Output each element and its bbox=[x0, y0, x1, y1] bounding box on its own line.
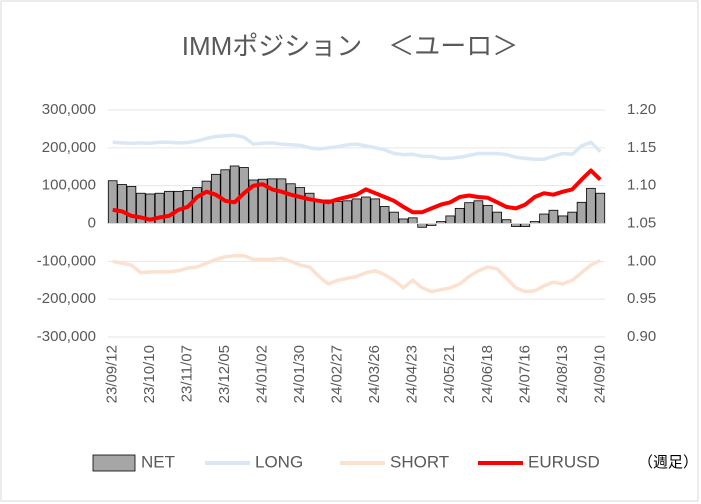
x-tick-label: 24/03/26 bbox=[366, 345, 383, 403]
x-tick-label: 24/05/21 bbox=[441, 345, 458, 403]
bar bbox=[501, 219, 512, 224]
y2-tick-label: 1.20 bbox=[627, 101, 656, 118]
x-tick-label: 23/10/10 bbox=[141, 345, 158, 403]
y-tick-label: -200,000 bbox=[37, 290, 96, 307]
x-tick-label: 24/01/02 bbox=[254, 345, 271, 403]
y-tick-label: 300,000 bbox=[42, 101, 96, 118]
x-tick-label: 24/01/30 bbox=[291, 345, 308, 403]
bar bbox=[229, 165, 240, 224]
bar bbox=[107, 180, 118, 224]
legend-swatch bbox=[92, 454, 136, 472]
bar bbox=[454, 207, 465, 224]
x-tick-label: 23/11/07 bbox=[179, 345, 196, 402]
bar bbox=[314, 200, 324, 224]
chart-title: IMMポジション ＜ユーロ＞ bbox=[182, 31, 519, 61]
y2-tick-label: 1.00 bbox=[627, 252, 656, 269]
bar bbox=[286, 183, 296, 224]
bar bbox=[576, 201, 587, 224]
bar bbox=[445, 215, 456, 224]
bar bbox=[370, 198, 381, 224]
x-tick-label: 24/08/13 bbox=[554, 345, 571, 403]
bar bbox=[407, 217, 418, 224]
bar bbox=[482, 204, 493, 224]
legend-label: LONG bbox=[255, 452, 303, 471]
y-tick-label: 0 bbox=[88, 214, 96, 231]
bar bbox=[492, 211, 502, 224]
bar bbox=[379, 206, 390, 224]
bar bbox=[117, 184, 127, 224]
y-tick-label: 200,000 bbox=[42, 139, 96, 156]
y2-tick-label: 1.10 bbox=[627, 177, 656, 194]
legend-label: NET bbox=[141, 452, 175, 471]
bar bbox=[595, 192, 606, 224]
legend-label: SHORT bbox=[390, 452, 449, 471]
x-tick-label: 23/12/05 bbox=[216, 345, 233, 403]
bar bbox=[342, 200, 352, 224]
bar bbox=[567, 211, 577, 224]
bar bbox=[351, 198, 362, 224]
y2-tick-label: 1.05 bbox=[627, 214, 656, 231]
y2-tick-label: 0.90 bbox=[627, 328, 656, 345]
y2-tick-label: 0.95 bbox=[627, 290, 656, 307]
line-eurusd bbox=[112, 168, 602, 222]
x-tick-label: 23/09/12 bbox=[104, 345, 121, 403]
x-tick-label: 24/09/10 bbox=[591, 345, 608, 403]
bar bbox=[164, 190, 174, 224]
x-tick-label: 24/02/27 bbox=[329, 345, 346, 403]
bar bbox=[557, 215, 568, 224]
bar bbox=[332, 201, 343, 224]
bar bbox=[295, 187, 306, 224]
line-short bbox=[112, 253, 602, 294]
bar bbox=[398, 218, 409, 224]
legend-label: EURUSD bbox=[528, 452, 600, 471]
bar bbox=[464, 202, 474, 224]
y-tick-label: -100,000 bbox=[37, 252, 96, 269]
bar bbox=[548, 209, 559, 224]
y-tick-label: -300,000 bbox=[37, 328, 96, 345]
bar bbox=[276, 178, 287, 224]
x-tick-label: 24/06/18 bbox=[479, 345, 496, 403]
legend-note: （週足） bbox=[638, 454, 698, 471]
x-tick-label: 24/04/23 bbox=[404, 345, 421, 403]
y2-tick-label: 1.15 bbox=[627, 139, 656, 156]
bar bbox=[201, 180, 212, 224]
bar bbox=[539, 213, 549, 224]
bar bbox=[417, 223, 427, 228]
bar bbox=[586, 187, 596, 224]
x-tick-label: 24/07/16 bbox=[516, 345, 533, 403]
bar bbox=[361, 196, 371, 224]
bar bbox=[192, 187, 202, 224]
y-tick-label: 100,000 bbox=[42, 177, 96, 194]
line-long bbox=[112, 133, 602, 161]
bar bbox=[473, 200, 484, 224]
bar bbox=[389, 211, 399, 224]
